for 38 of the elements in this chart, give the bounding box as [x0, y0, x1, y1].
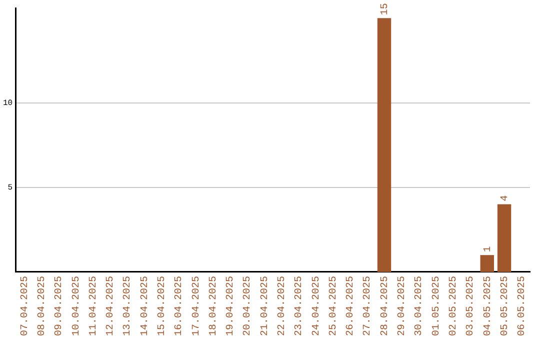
bar	[497, 204, 512, 272]
data-label: 15	[380, 3, 391, 16]
x-tick-label: 08.04.2025	[36, 276, 48, 336]
x-tick-label: 20.04.2025	[242, 276, 254, 336]
y-tick-label: 5	[8, 184, 13, 193]
x-tick-label: 16.04.2025	[174, 276, 186, 336]
x-tick-label: 25.04.2025	[328, 276, 340, 336]
x-tick-label: 01.05.2025	[431, 276, 442, 336]
x-tick-label: 18.04.2025	[208, 276, 220, 336]
x-tick-label: 26.04.2025	[346, 276, 357, 336]
x-tick-label: 07.04.2025	[20, 276, 31, 336]
x-tick-label: 29.04.2025	[397, 276, 408, 336]
x-tick-label: 11.04.2025	[88, 276, 100, 336]
x-tick-label: 30.04.2025	[414, 276, 426, 336]
x-tick-label: 02.05.2025	[448, 276, 460, 336]
x-tick-label: 17.04.2025	[191, 276, 202, 336]
x-tick-label: 12.04.2025	[106, 276, 117, 336]
y-tick-label: 10	[2, 98, 13, 108]
x-tick-label: 28.04.2025	[380, 276, 391, 336]
x-tick-label: 09.04.2025	[54, 276, 66, 336]
data-label: 4	[500, 195, 511, 202]
x-tick-label: 05.05.2025	[500, 276, 511, 336]
x-tick-label: 19.04.2025	[226, 276, 237, 336]
x-tick-label: 24.04.2025	[311, 276, 322, 336]
bar	[377, 18, 392, 272]
x-tick-label: 23.04.2025	[294, 276, 306, 336]
data-label: 1	[482, 246, 494, 252]
x-tick-label: 06.05.2025	[517, 276, 528, 336]
bar	[480, 255, 494, 272]
x-tick-label: 10.04.2025	[71, 276, 82, 336]
x-tick-label: 27.04.2025	[362, 276, 374, 336]
x-tick-label: 21.04.2025	[260, 276, 271, 336]
x-tick-label: 22.04.2025	[277, 276, 288, 336]
x-tick-label: 04.05.2025	[482, 276, 494, 336]
x-tick-label: 13.04.2025	[122, 276, 134, 336]
x-tick-label: 15.04.2025	[156, 276, 168, 336]
x-tick-label: 14.04.2025	[140, 276, 151, 336]
x-tick-label: 03.05.2025	[466, 276, 477, 336]
